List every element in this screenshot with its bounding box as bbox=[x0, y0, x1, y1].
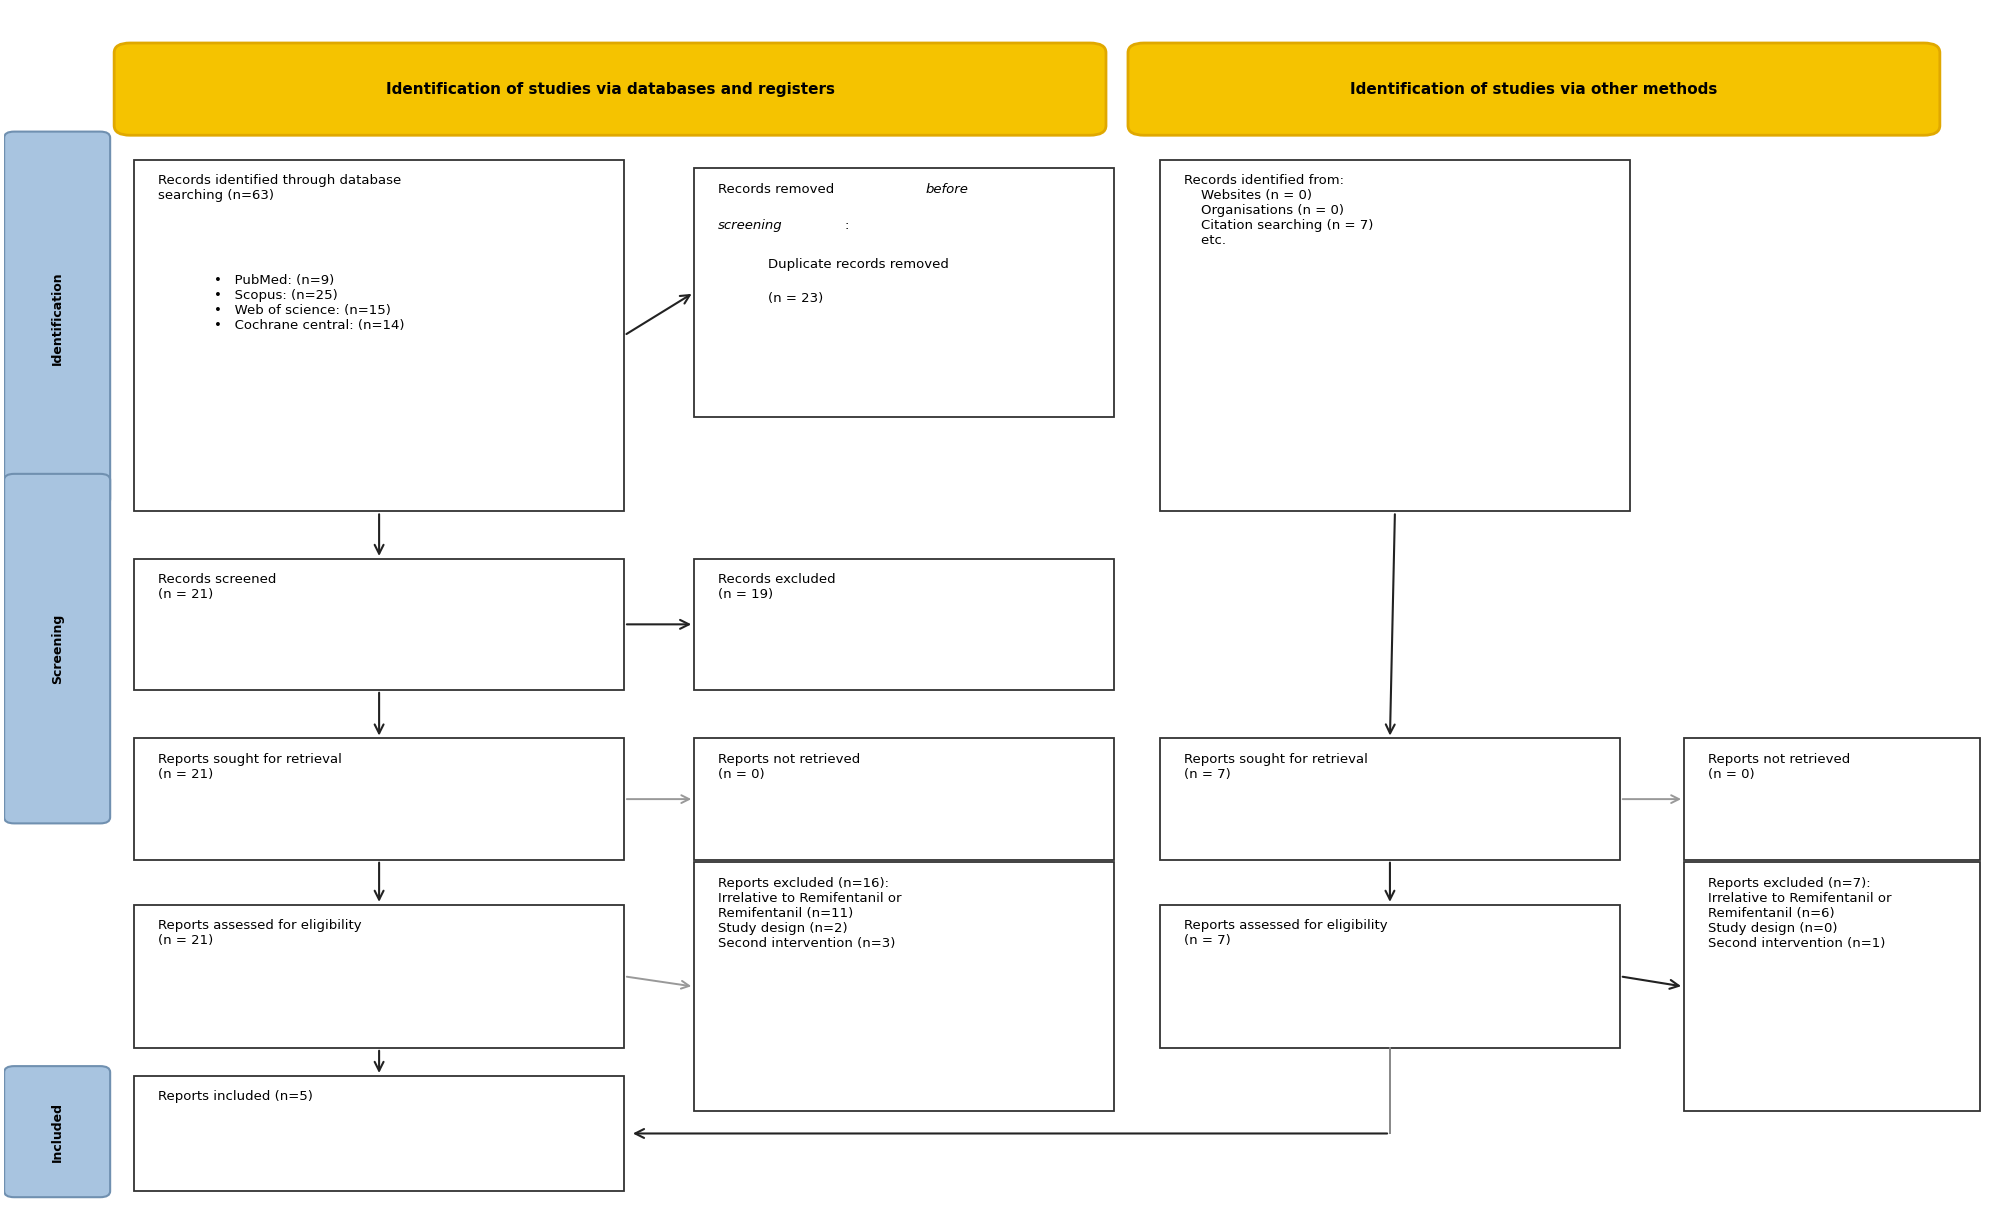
Bar bbox=[1160, 904, 1620, 1048]
Text: Screening: Screening bbox=[50, 613, 64, 684]
Bar bbox=[134, 1075, 624, 1191]
Text: Reports sought for retrieval
(n = 21): Reports sought for retrieval (n = 21) bbox=[159, 753, 341, 781]
Bar bbox=[134, 558, 624, 690]
Bar bbox=[694, 738, 1114, 860]
Text: Reports assessed for eligibility
(n = 21): Reports assessed for eligibility (n = 21… bbox=[159, 919, 361, 947]
Text: Records identified through database
searching (n=63): Records identified through database sear… bbox=[159, 174, 401, 202]
Text: Records identified from:
    Websites (n = 0)
    Organisations (n = 0)
    Cita: Records identified from: Websites (n = 0… bbox=[1184, 174, 1373, 247]
Text: Included: Included bbox=[50, 1102, 64, 1162]
Text: screening: screening bbox=[719, 219, 783, 232]
Text: (n = 23): (n = 23) bbox=[767, 292, 823, 304]
Bar bbox=[130, 53, 1090, 126]
Text: Reports not retrieved
(n = 0): Reports not retrieved (n = 0) bbox=[719, 753, 859, 781]
Bar bbox=[694, 863, 1114, 1111]
Text: Records excluded
(n = 19): Records excluded (n = 19) bbox=[719, 573, 835, 601]
Text: Identification: Identification bbox=[50, 271, 64, 365]
FancyBboxPatch shape bbox=[4, 132, 110, 506]
Text: •   PubMed: (n=9)
•   Scopus: (n=25)
•   Web of science: (n=15)
•   Cochrane cen: • PubMed: (n=9) • Scopus: (n=25) • Web o… bbox=[215, 274, 405, 331]
Text: Identification of studies via databases and registers: Identification of studies via databases … bbox=[385, 82, 835, 97]
Text: Records screened
(n = 21): Records screened (n = 21) bbox=[159, 573, 277, 601]
Bar bbox=[1684, 738, 1979, 860]
Text: Records removed: Records removed bbox=[719, 182, 839, 196]
FancyBboxPatch shape bbox=[114, 43, 1106, 136]
Bar bbox=[1160, 738, 1620, 860]
Text: Reports excluded (n=16):
Irrelative to Remifentanil or
Remifentanil (n=11)
Study: Reports excluded (n=16): Irrelative to R… bbox=[719, 877, 901, 949]
Text: Reports excluded (n=7):
Irrelative to Remifentanil or
Remifentanil (n=6)
Study d: Reports excluded (n=7): Irrelative to Re… bbox=[1708, 877, 1891, 949]
FancyBboxPatch shape bbox=[4, 1066, 110, 1198]
Bar bbox=[134, 738, 624, 860]
Text: Reports assessed for eligibility
(n = 7): Reports assessed for eligibility (n = 7) bbox=[1184, 919, 1387, 947]
Bar bbox=[134, 160, 624, 512]
Text: Identification of studies via other methods: Identification of studies via other meth… bbox=[1349, 82, 1716, 97]
FancyBboxPatch shape bbox=[4, 474, 110, 824]
Text: before: before bbox=[925, 182, 969, 196]
Text: Duplicate records removed: Duplicate records removed bbox=[767, 258, 949, 271]
Text: :: : bbox=[843, 219, 849, 232]
FancyBboxPatch shape bbox=[1128, 43, 1939, 136]
Bar bbox=[1160, 160, 1630, 512]
Text: Reports sought for retrieval
(n = 7): Reports sought for retrieval (n = 7) bbox=[1184, 753, 1367, 781]
Bar bbox=[134, 904, 624, 1048]
Text: Reports not retrieved
(n = 0): Reports not retrieved (n = 0) bbox=[1708, 753, 1848, 781]
Bar bbox=[694, 558, 1114, 690]
Bar bbox=[1684, 863, 1979, 1111]
Text: Reports included (n=5): Reports included (n=5) bbox=[159, 1090, 313, 1103]
Bar bbox=[694, 167, 1114, 417]
